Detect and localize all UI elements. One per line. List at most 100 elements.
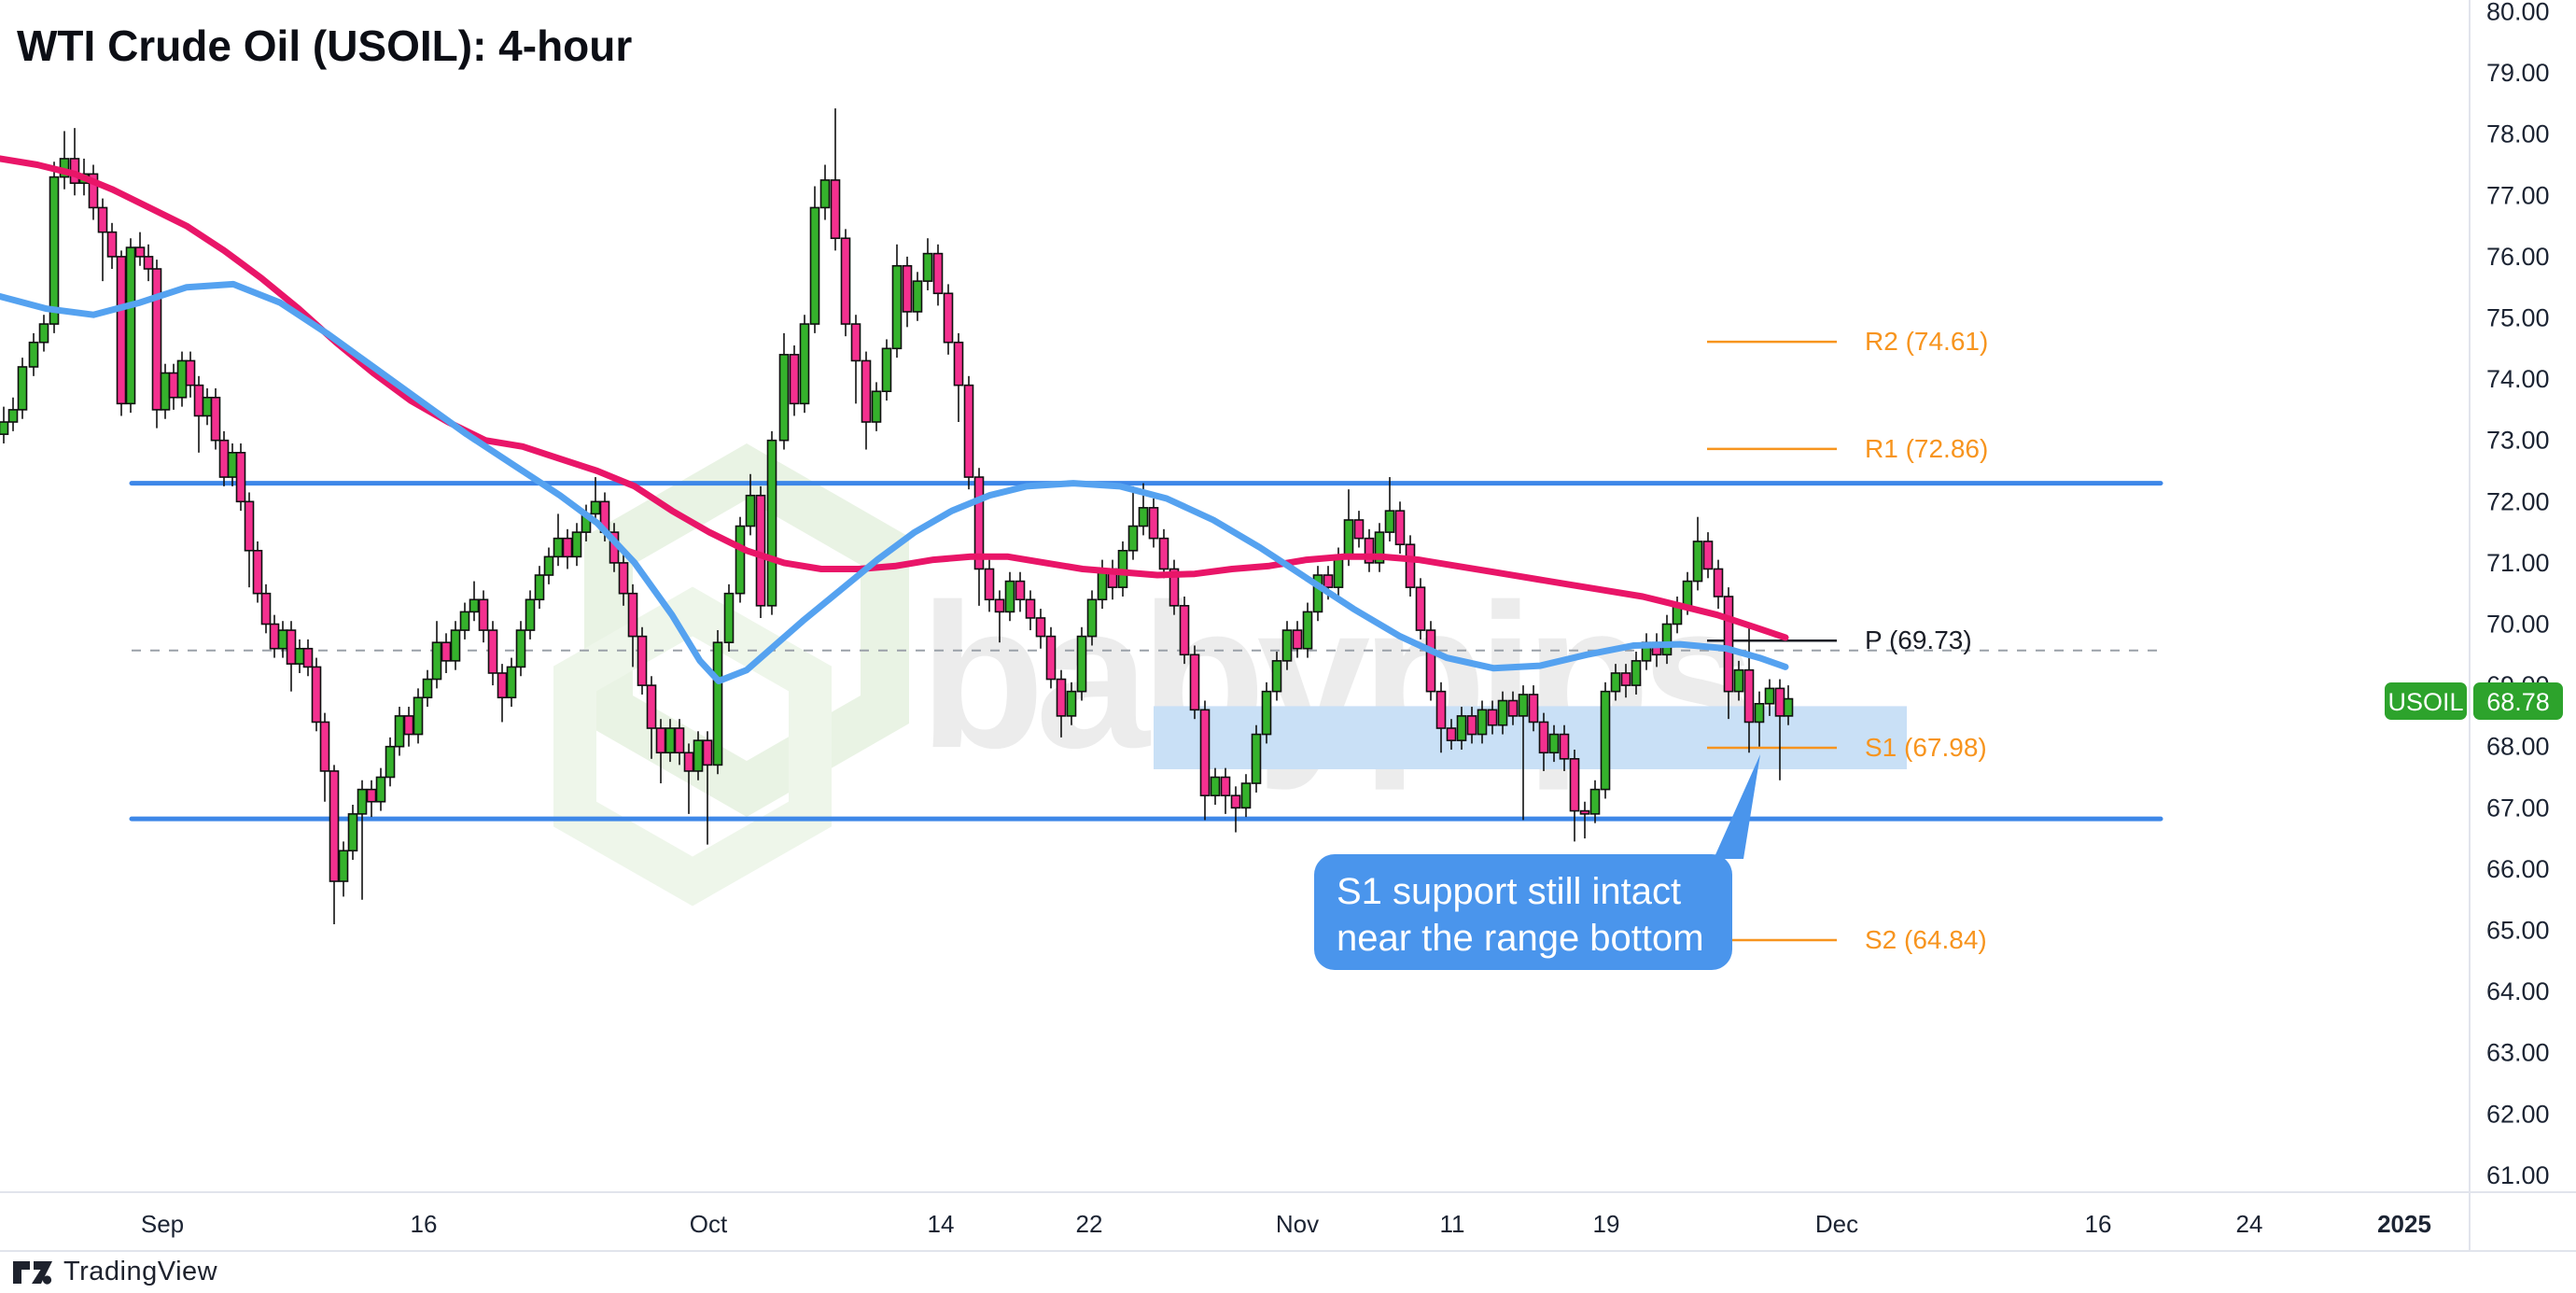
candle-body-up — [431, 641, 442, 681]
candle-body-down — [1569, 758, 1580, 812]
candle-body-down — [1405, 543, 1416, 588]
candle-body-up — [422, 678, 433, 699]
candle — [871, 382, 882, 431]
candle — [1466, 707, 1477, 744]
tradingview-logo-icon — [13, 1260, 52, 1285]
price-axis[interactable]: 80.00 79.00 78.00 77.00 76.00 75.00 74.00 73.00… — [2486, 0, 2550, 1189]
candle-body-down — [1353, 519, 1365, 540]
price-badge-symbol-bg — [2385, 682, 2467, 720]
pivot-label-s1: S1 (67.98) — [1865, 733, 1987, 762]
candle-body-up — [28, 341, 39, 368]
candle — [1559, 724, 1570, 771]
candle-body-up — [922, 252, 933, 282]
candle-body-down — [1364, 537, 1375, 564]
candle — [943, 284, 954, 355]
candle-body-up — [338, 850, 349, 882]
candle — [506, 657, 517, 708]
candle-body-down — [1743, 668, 1755, 724]
candle — [1394, 501, 1406, 555]
candle-body-down — [627, 592, 638, 638]
candle-body-up — [745, 494, 756, 527]
candle — [1528, 685, 1539, 732]
candle-body-up — [0, 421, 9, 435]
candle — [143, 244, 154, 282]
candle-body-down — [1179, 605, 1190, 656]
candle-body-down — [655, 727, 666, 754]
candle-body-down — [861, 359, 872, 423]
price-axis-label: 63.00 — [2486, 1039, 2550, 1067]
candle-body-down — [134, 246, 146, 258]
candle — [394, 707, 405, 756]
time-axis-label: 16 — [2085, 1210, 2112, 1238]
candle-body-up — [1086, 598, 1098, 638]
price-axis-label: 70.00 — [2486, 611, 2550, 639]
candle-body-down — [1559, 733, 1570, 760]
candle-body-down — [840, 237, 851, 325]
candle-body-down — [984, 568, 995, 601]
candle-body-down — [185, 359, 196, 386]
candle — [116, 250, 127, 416]
candle — [1538, 712, 1549, 771]
candle — [49, 162, 60, 333]
tradingview-attribution[interactable]: TradingView — [13, 1257, 217, 1287]
price-axis-label: 80.00 — [2486, 0, 2550, 26]
candle-body-up — [1210, 776, 1221, 796]
candle-body-up — [809, 206, 820, 325]
candle-body-down — [1415, 586, 1426, 631]
candle-body-up — [1302, 611, 1313, 650]
candle-body-down — [850, 323, 861, 362]
candle-body-up — [394, 715, 405, 748]
candle-body-down — [1466, 715, 1477, 736]
candle — [1169, 559, 1180, 615]
candle — [151, 260, 162, 429]
callout-annotation[interactable]: S1 support still intact near the range b… — [1314, 754, 1760, 970]
candle — [478, 590, 489, 643]
candle-body-up — [1589, 788, 1601, 815]
candle-body-down — [953, 341, 964, 386]
candle-body-up — [1004, 580, 1015, 613]
candle — [160, 363, 171, 419]
pivot-labels-layer: R2 (74.61) R1 (72.86) P (69.73) S1 (67.98) S… — [1865, 327, 1988, 954]
candle — [850, 315, 861, 404]
candle — [88, 164, 99, 220]
candle — [1066, 682, 1077, 725]
time-axis-label: Dec — [1815, 1210, 1858, 1238]
candle — [1702, 532, 1714, 579]
candle — [252, 541, 263, 603]
candle-body-up — [1548, 733, 1560, 754]
candle — [1661, 614, 1673, 665]
candle — [357, 780, 368, 900]
candle-body-up — [1783, 697, 1794, 717]
candle — [646, 676, 657, 759]
candle — [1733, 660, 1744, 701]
candle — [627, 583, 638, 668]
candle — [973, 468, 985, 606]
price-axis-label: 76.00 — [2486, 243, 2550, 271]
candle-body-down — [1199, 709, 1211, 796]
candle-body-up — [1477, 709, 1488, 736]
babypips-cube-icon-shadow — [553, 586, 832, 907]
candle-body-up — [735, 525, 746, 595]
candle — [1292, 621, 1303, 658]
candle-body-down — [302, 647, 314, 668]
candle-body-down — [269, 623, 280, 650]
price-axis-label: 74.00 — [2486, 365, 2550, 393]
price-axis-label: 64.00 — [2486, 977, 2550, 1005]
candle — [745, 473, 756, 536]
candle — [674, 719, 685, 766]
candle-body-up — [347, 813, 358, 852]
candle — [1148, 499, 1159, 548]
price-badge-symbol: USOIL — [2387, 688, 2463, 716]
candle — [277, 621, 288, 658]
candle-body-up — [881, 347, 892, 393]
candle-body-up — [723, 592, 735, 643]
candle-body-up — [7, 409, 19, 423]
time-axis-label: Oct — [690, 1210, 728, 1238]
candle-body-down — [1045, 635, 1057, 681]
candle — [1425, 621, 1436, 701]
candle — [1056, 669, 1067, 738]
candle — [1446, 719, 1457, 750]
time-axis[interactable]: Sep 16 Oct 14 22 Nov 11 19 Dec 16 24 2025 — [141, 1210, 2431, 1238]
candle — [1569, 749, 1580, 842]
